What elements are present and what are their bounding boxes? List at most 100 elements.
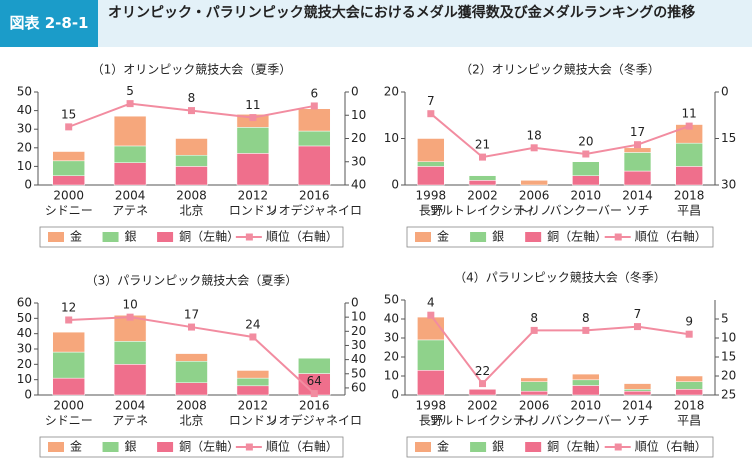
legend-label: 銅（左軸） <box>547 439 607 454</box>
bar-segment <box>675 389 703 396</box>
rank-label: 10 <box>122 298 137 312</box>
bar-segment <box>175 382 208 396</box>
bar-segment <box>236 127 270 154</box>
legend-label: 銅（左軸） <box>547 229 607 244</box>
x-tick-label: 2014 <box>622 399 653 413</box>
y-tick-label: 30 <box>17 342 32 356</box>
rank-label: 17 <box>630 125 645 139</box>
bar-segment <box>520 381 548 392</box>
bar-segment <box>52 351 85 379</box>
x-tick-sublabel: アテネ <box>112 414 148 428</box>
bar-segment <box>236 153 270 186</box>
x-tick-label: 2012 <box>238 399 269 413</box>
rank-label: 8 <box>188 91 196 105</box>
rank-label: 64 <box>307 374 322 388</box>
bar-segment <box>236 370 270 379</box>
x-tick-label: 1998 <box>416 189 447 203</box>
rank-label: 9 <box>685 315 693 329</box>
y2-tick-label: 5 <box>721 312 729 326</box>
bar-segment <box>52 160 85 176</box>
x-tick-sublabel: 北京 <box>179 414 203 428</box>
y2-tick-label: 40 <box>351 352 366 366</box>
bar-segment <box>572 175 600 186</box>
legend-marker <box>245 233 253 241</box>
x-tick-sublabel: シドニー <box>45 414 93 428</box>
x-tick-label: 2002 <box>467 399 498 413</box>
bar-segment <box>236 377 270 387</box>
rank-label: 18 <box>527 128 542 142</box>
bar-segment <box>520 390 548 396</box>
y-tick-label: 40 <box>17 103 32 117</box>
bar-segment <box>417 138 445 162</box>
y-tick-label: 50 <box>384 293 399 307</box>
legend-swatch <box>157 442 174 452</box>
figure-title: オリンピック・パラリンピック競技大会におけるメダル獲得数及び金メダルランキングの… <box>108 5 696 21</box>
rank-marker <box>249 114 257 122</box>
bar-segment <box>298 357 331 374</box>
bar-segment <box>113 341 147 365</box>
y-tick-label: 0 <box>24 388 32 402</box>
y2-tick-label: 30 <box>721 178 736 192</box>
rank-label: 21 <box>475 138 490 152</box>
rank-label: 5 <box>126 84 134 98</box>
legend-swatch <box>525 232 542 242</box>
rank-label: 22 <box>475 364 490 378</box>
x-tick-sublabel: 北京 <box>179 204 203 218</box>
x-tick-label: 2004 <box>115 189 146 203</box>
bar-segment <box>520 377 548 382</box>
rank-line <box>430 314 690 386</box>
legend-label: 順位（右軸） <box>635 229 707 244</box>
legend-swatch <box>102 442 119 452</box>
x-tick-sublabel: ソルトレイクシティ <box>429 414 536 428</box>
bar-segment <box>468 389 497 396</box>
chart-title: （1）オリンピック競技大会（夏季） <box>92 62 292 77</box>
bar-segment <box>298 108 331 132</box>
y-tick-label: 0 <box>24 178 32 192</box>
rank-marker <box>479 380 486 388</box>
rank-marker <box>427 311 435 319</box>
x-tick-label: 2004 <box>115 399 146 413</box>
y2-tick-label: 20 <box>351 324 366 338</box>
bar-segment <box>113 115 147 147</box>
y2-tick-label: 30 <box>351 154 366 168</box>
x-tick-label: 2010 <box>571 399 602 413</box>
rank-label: 8 <box>530 311 538 325</box>
rank-label: 4 <box>427 296 435 310</box>
x-tick-sublabel: トリノ <box>516 204 552 218</box>
x-tick-sublabel: リオデジャネイロ <box>267 203 362 218</box>
bar-segment <box>675 375 703 382</box>
bar-segment <box>236 385 270 396</box>
x-tick-sublabel: ロンドン <box>229 204 277 218</box>
x-tick-label: 2012 <box>238 189 269 203</box>
rank-marker <box>126 100 134 108</box>
rank-line <box>430 112 690 159</box>
x-tick-sublabel: 長野 <box>419 204 443 218</box>
x-tick-label: 2000 <box>53 189 84 203</box>
rank-label: 20 <box>578 135 593 149</box>
rank-marker <box>65 316 73 324</box>
x-tick-sublabel: 平昌 <box>677 414 701 428</box>
rank-label: 17 <box>184 308 199 322</box>
x-tick-label: 2006 <box>519 399 550 413</box>
y-tick-label: 60 <box>17 296 32 310</box>
y-tick-label: 20 <box>17 140 32 154</box>
y2-tick-label: 25 <box>721 388 736 402</box>
bar-segment <box>572 373 600 381</box>
y2-tick-label: 0 <box>721 85 729 99</box>
y-tick-label: 40 <box>384 312 399 326</box>
x-tick-label: 2018 <box>674 189 705 203</box>
rank-marker <box>530 326 538 334</box>
legend-swatch <box>415 232 431 242</box>
x-tick-label: 2018 <box>674 399 705 413</box>
y2-tick-label: 30 <box>351 338 366 352</box>
legend-marker <box>614 443 622 451</box>
rank-marker <box>310 390 318 398</box>
legend-label: 金 <box>70 229 82 244</box>
x-tick-sublabel: バンクーバー <box>550 414 622 428</box>
legend-swatch <box>470 232 487 242</box>
legend-label: 金 <box>437 439 449 454</box>
legend-label: 銀 <box>492 230 504 244</box>
bar-segment <box>623 147 652 153</box>
legend-label: 金 <box>437 229 449 244</box>
